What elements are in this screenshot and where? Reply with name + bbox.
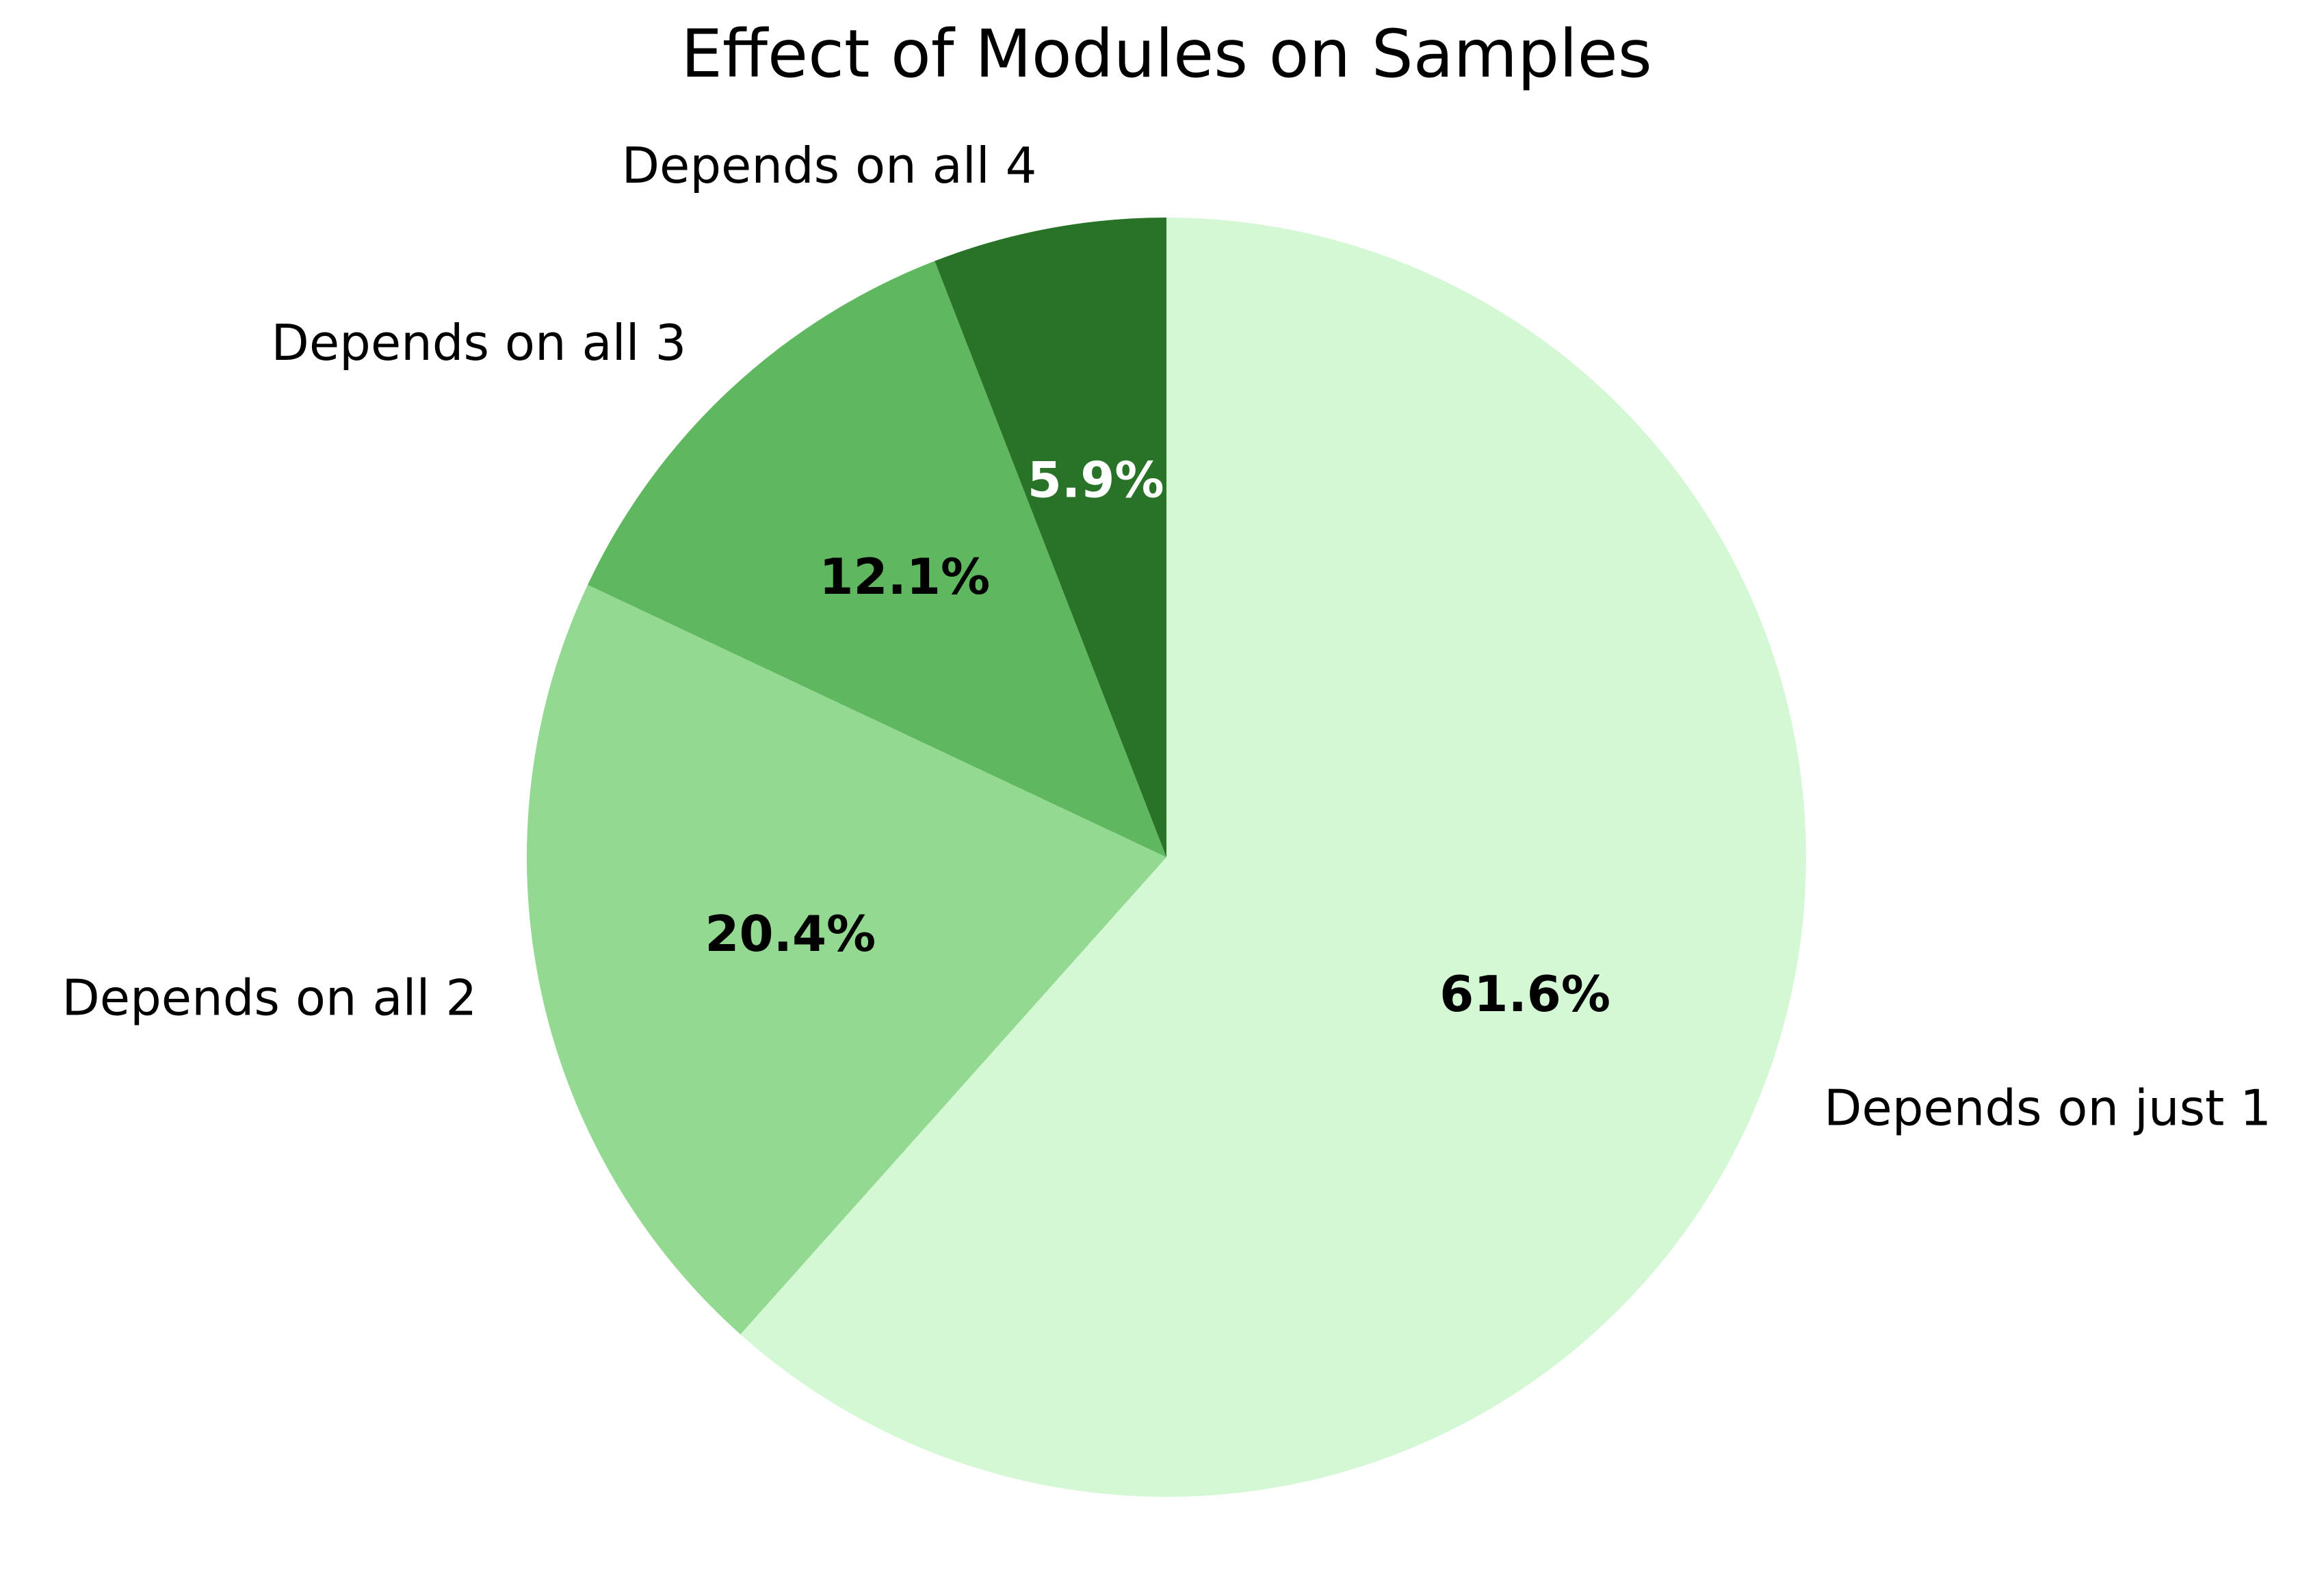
pie-slice bbox=[935, 218, 1166, 857]
slice-label: Depends on all 3 bbox=[271, 314, 686, 371]
pie-slice bbox=[527, 584, 1166, 1335]
slice-label: Depends on all 4 bbox=[622, 137, 1037, 194]
pie-slice bbox=[740, 218, 1806, 1497]
slice-label: Depends on all 2 bbox=[62, 969, 477, 1026]
slice-percentage-label: 12.1% bbox=[819, 548, 990, 605]
pie-slices bbox=[527, 218, 1806, 1497]
slice-percentage-label: 61.6% bbox=[1439, 965, 1610, 1023]
slice-labels: Depends on just 1 Depends on all 2 Depends… bbox=[62, 137, 2271, 1136]
slice-label: Depends on just 1 bbox=[1824, 1080, 2271, 1137]
chart-title: Effect of Modules on Samples bbox=[681, 16, 1652, 92]
percentage-labels: 61.6% 20.4% 12.1% 5.9% bbox=[705, 452, 1610, 1023]
pie-slice bbox=[587, 261, 1166, 857]
slice-percentage-label: 20.4% bbox=[705, 905, 876, 963]
slice-percentage-label: 5.9% bbox=[1028, 452, 1164, 509]
